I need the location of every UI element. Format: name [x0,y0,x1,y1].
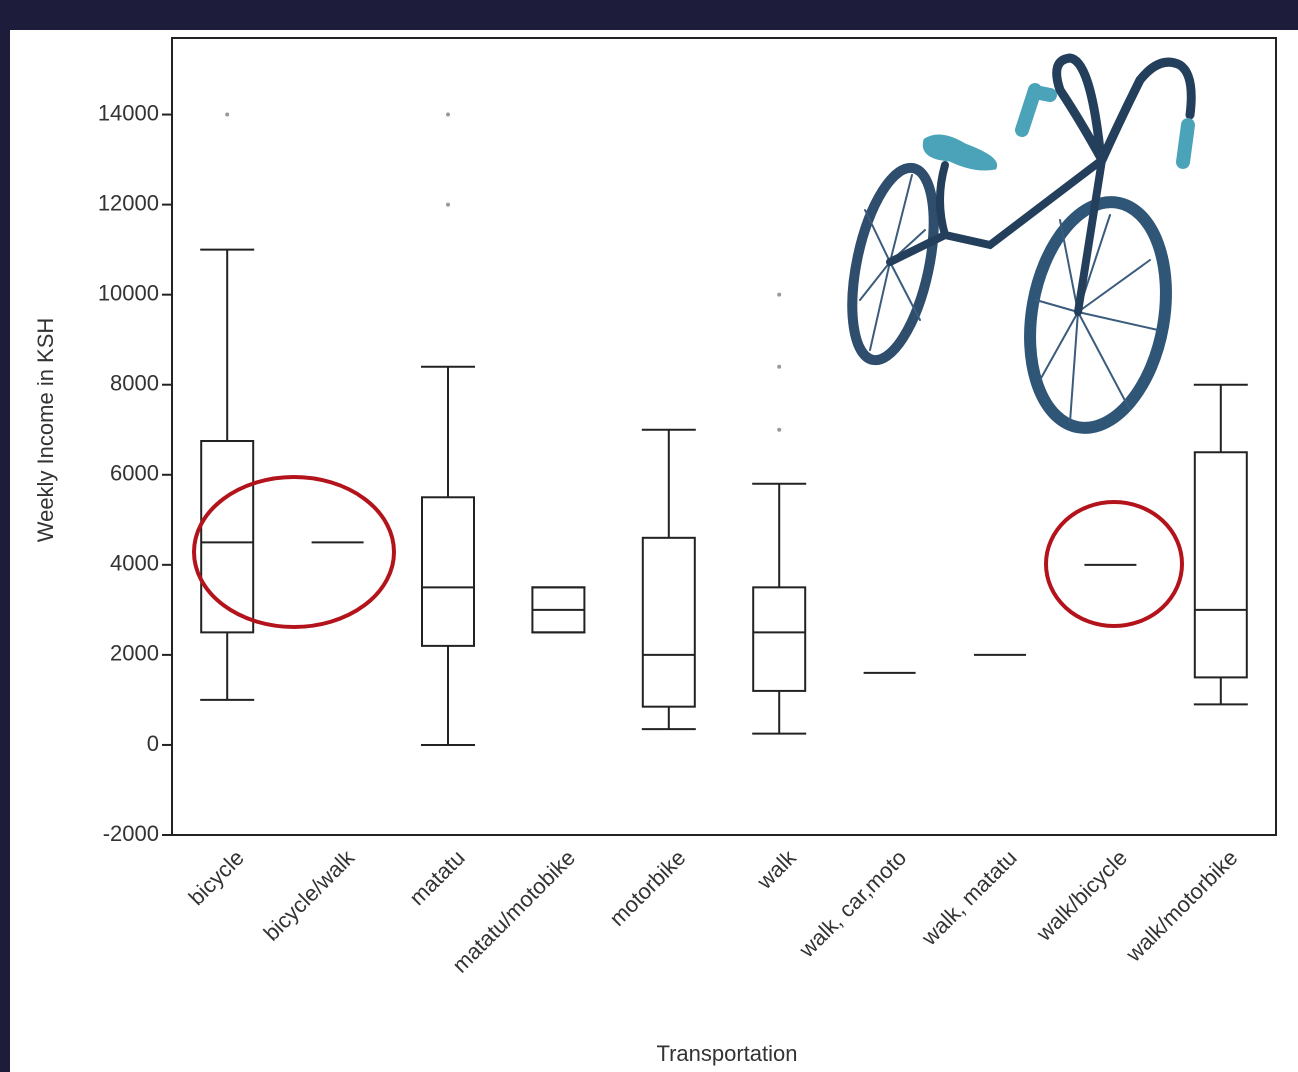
y-tick-label: 14000 [98,100,159,125]
outlier [777,428,781,432]
y-axis-title: Weekly Income in KSH [33,318,58,543]
x-axis-title: Transportation [656,1041,797,1066]
y-tick-label: 12000 [98,190,159,215]
outlier [777,365,781,369]
chart-background [10,30,1298,1072]
outlier [446,203,450,207]
outlier [225,113,229,117]
screenshot: Weekly Income in KSH Transportation -200… [0,0,1298,1072]
outlier [446,113,450,117]
y-tick-label: 0 [147,731,159,756]
y-tick-label: 8000 [110,371,159,396]
y-tick-label: -2000 [103,821,159,846]
y-tick-label: 10000 [98,280,159,305]
y-tick-label: 4000 [110,551,159,576]
outlier [777,293,781,297]
y-tick-label: 2000 [110,641,159,666]
y-tick-label: 6000 [110,461,159,486]
